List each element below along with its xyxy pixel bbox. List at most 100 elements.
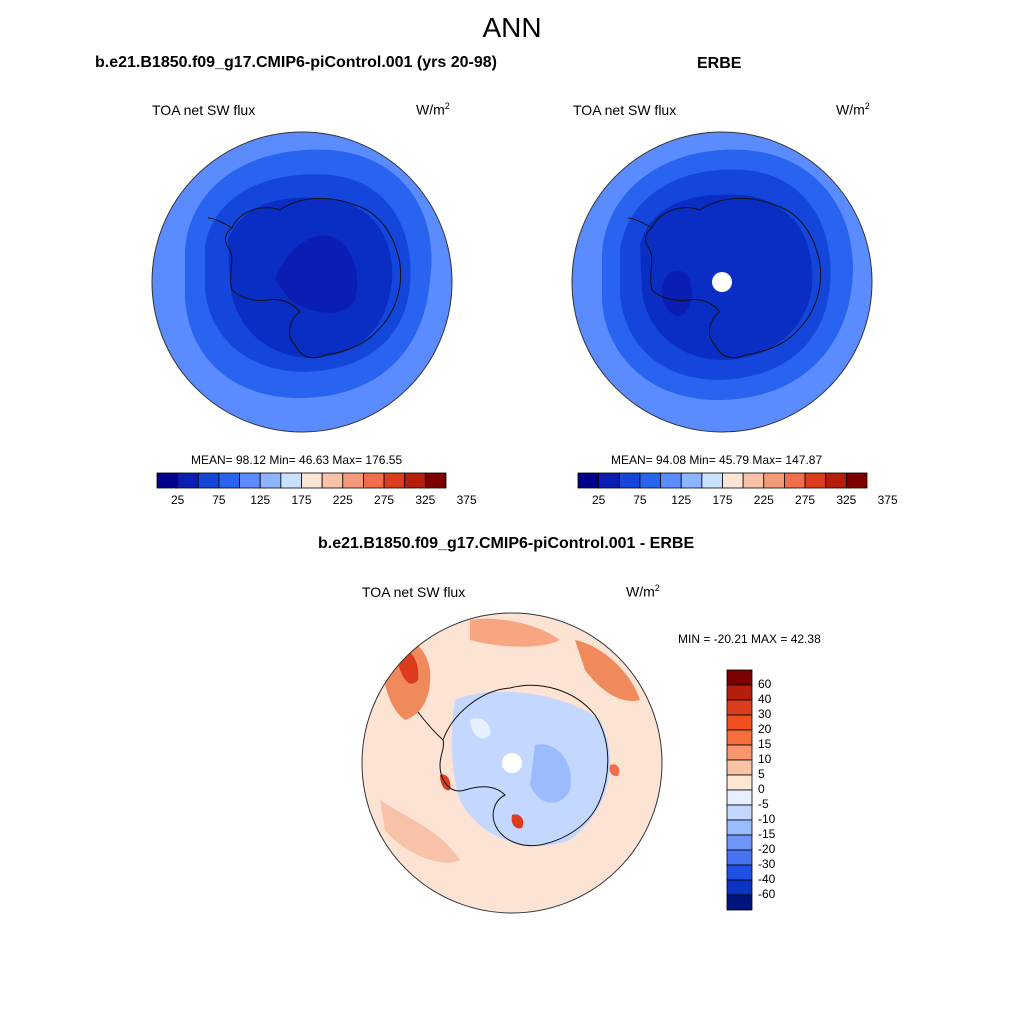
colorbar-swatch bbox=[618, 472, 641, 489]
colorbar-tick-label: 325 bbox=[836, 493, 857, 507]
panel1-stats: MEAN= 98.12 Min= 46.63 Max= 176.55 bbox=[191, 453, 403, 467]
colorbar-swatch bbox=[342, 472, 364, 489]
colorbar-tick-label: 175 bbox=[712, 493, 733, 507]
colorbar-swatch bbox=[726, 774, 753, 791]
colorbar-tick-label: -20 bbox=[758, 842, 776, 856]
colorbar-tick-label: 225 bbox=[753, 493, 774, 507]
colorbar-tick-label: 40 bbox=[758, 692, 772, 706]
colorbar-swatch bbox=[726, 879, 753, 896]
colorbar-swatch bbox=[280, 472, 302, 489]
diff-units: W/m2 bbox=[626, 583, 660, 600]
panel2-units: W/m2 bbox=[836, 101, 870, 118]
colorbar-tick-label: 175 bbox=[291, 493, 312, 507]
panel1-colorbar bbox=[156, 472, 447, 489]
colorbar-tick-label: -60 bbox=[758, 887, 776, 901]
colorbar-swatch bbox=[680, 472, 703, 489]
panel2-stats: MEAN= 94.08 Min= 45.79 Max= 147.87 bbox=[611, 453, 823, 467]
colorbar-tick-label: 225 bbox=[332, 493, 353, 507]
diff-colorbar bbox=[726, 669, 753, 911]
colorbar-swatch bbox=[726, 864, 753, 881]
colorbar-swatch bbox=[639, 472, 661, 489]
colorbar-swatch bbox=[177, 472, 199, 489]
figure-title: ANN bbox=[482, 12, 542, 43]
colorbar-swatch bbox=[804, 472, 827, 489]
colorbar-tick-label: 75 bbox=[212, 493, 226, 507]
colorbar-swatch bbox=[742, 472, 765, 489]
colorbar-swatch bbox=[763, 472, 785, 489]
colorbar-tick-label: -15 bbox=[758, 827, 776, 841]
colorbar-swatch bbox=[424, 472, 447, 489]
panel2-variable-label: TOA net SW flux bbox=[573, 102, 677, 118]
colorbar-tick-label: -30 bbox=[758, 857, 776, 871]
colorbar-swatch bbox=[726, 744, 753, 761]
panel1-antarctica-coastline bbox=[225, 197, 402, 359]
colorbar-tick-label: 25 bbox=[170, 493, 185, 507]
panel2-case-title: ERBE bbox=[697, 55, 742, 72]
colorbar-tick-label: 25 bbox=[591, 493, 606, 507]
colorbar-swatch bbox=[577, 472, 600, 489]
colorbar-swatch bbox=[726, 714, 753, 731]
colorbar-swatch bbox=[383, 472, 406, 489]
colorbar-swatch bbox=[321, 472, 344, 489]
colorbar-tick-label: 275 bbox=[374, 493, 395, 507]
colorbar-tick-label: 275 bbox=[795, 493, 816, 507]
panel1-variable-label: TOA net SW flux bbox=[152, 102, 256, 118]
colorbar-swatch bbox=[784, 472, 806, 489]
diff-missing-data-pole bbox=[502, 753, 522, 773]
colorbar-tick-label: 60 bbox=[758, 677, 772, 691]
colorbar-swatch bbox=[726, 699, 753, 716]
colorbar-swatch bbox=[239, 472, 261, 489]
colorbar-swatch bbox=[845, 472, 868, 489]
colorbar-swatch bbox=[726, 669, 753, 686]
colorbar-swatch bbox=[726, 804, 753, 821]
colorbar-tick-label: 375 bbox=[877, 493, 898, 507]
panel1-peninsula bbox=[207, 217, 233, 229]
colorbar-swatch bbox=[726, 729, 753, 746]
colorbar-swatch bbox=[404, 472, 426, 489]
colorbar-swatch bbox=[363, 472, 385, 489]
colorbar-swatch bbox=[726, 834, 753, 851]
diff-variable-label: TOA net SW flux bbox=[362, 584, 466, 600]
colorbar-tick-label: 20 bbox=[758, 722, 772, 736]
panel1-units: W/m2 bbox=[416, 101, 450, 118]
colorbar-tick-label: 15 bbox=[758, 737, 772, 751]
colorbar-swatch bbox=[660, 472, 682, 489]
colorbar-swatch bbox=[197, 472, 220, 489]
colorbar-swatch bbox=[726, 849, 753, 866]
colorbar-swatch bbox=[701, 472, 723, 489]
colorbar-tick-label: 0 bbox=[758, 782, 765, 796]
colorbar-swatch bbox=[726, 684, 753, 701]
colorbar-tick-label: 10 bbox=[758, 752, 772, 766]
diff-panel-title: b.e21.B1850.f09_g17.CMIP6-piControl.001 … bbox=[318, 535, 695, 552]
colorbar-swatch bbox=[726, 894, 753, 911]
colorbar-swatch bbox=[726, 789, 753, 806]
colorbar-tick-label: 375 bbox=[456, 493, 477, 507]
diff-peninsula bbox=[417, 711, 444, 741]
colorbar-tick-label: -5 bbox=[758, 797, 769, 811]
panel2-antarctica-coastline bbox=[645, 197, 822, 359]
panel2-missing-data-pole bbox=[712, 272, 732, 292]
colorbar-swatch bbox=[726, 819, 753, 836]
colorbar-tick-label: 125 bbox=[671, 493, 692, 507]
diff-polar-map bbox=[361, 612, 663, 914]
colorbar-swatch bbox=[722, 472, 744, 489]
colorbar-tick-label: 325 bbox=[415, 493, 436, 507]
colorbar-tick-label: -10 bbox=[758, 812, 776, 826]
colorbar-swatch bbox=[825, 472, 847, 489]
colorbar-swatch bbox=[259, 472, 282, 489]
colorbar-swatch bbox=[301, 472, 323, 489]
panel2-colorbar bbox=[577, 472, 868, 489]
diff-stats: MIN = -20.21 MAX = 42.38 bbox=[678, 632, 821, 646]
colorbar-tick-label: 125 bbox=[250, 493, 271, 507]
colorbar-swatch bbox=[156, 472, 179, 489]
panel1-polar-map bbox=[151, 131, 453, 433]
colorbar-tick-label: -40 bbox=[758, 872, 776, 886]
diff-antarctica-coastline bbox=[439, 684, 609, 847]
panel1-case-title: b.e21.B1850.f09_g17.CMIP6-piControl.001 … bbox=[95, 54, 497, 71]
colorbar-tick-label: 5 bbox=[758, 767, 765, 781]
colorbar-tick-label: 30 bbox=[758, 707, 772, 721]
panel2-polar-map bbox=[571, 131, 873, 433]
colorbar-swatch bbox=[598, 472, 620, 489]
colorbar-tick-label: 75 bbox=[633, 493, 647, 507]
